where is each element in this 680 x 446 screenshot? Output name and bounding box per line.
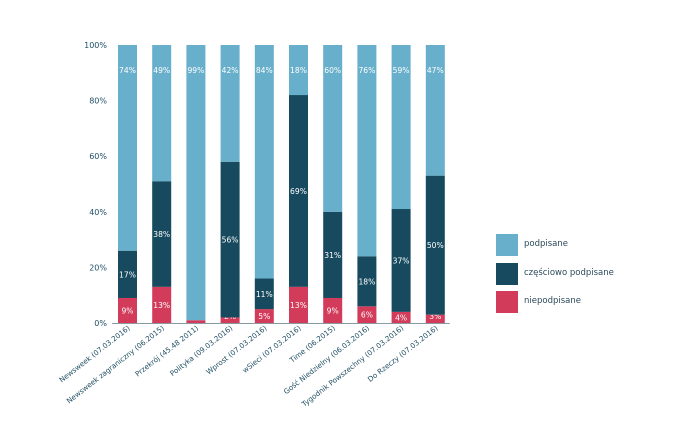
- x-tick-label: wSieci (07.03.2016): [241, 323, 303, 374]
- y-tick-label: 100%: [84, 41, 107, 50]
- legend-label-niepodpisane: niepodpisane: [524, 296, 581, 306]
- data-label: 50%: [427, 241, 444, 250]
- data-label: 56%: [222, 236, 239, 245]
- legend-item-niepodpisane: niepodpisane: [496, 291, 676, 321]
- bar-segment-podpisane: [254, 45, 274, 279]
- bar-segment-podpisane: [425, 45, 445, 176]
- data-label: 38%: [153, 230, 170, 239]
- legend-label-czesciowo-podpisane: częściowo podpisane: [524, 268, 614, 278]
- data-label: 99%: [187, 66, 204, 75]
- y-tick-label: 40%: [89, 208, 107, 217]
- data-label: 42%: [222, 66, 239, 75]
- bar-segment-niepodpisane: [391, 311, 411, 323]
- bar-segment-podpisane: [152, 45, 172, 182]
- legend-swatch-czesciowo-podpisane: [496, 263, 518, 285]
- data-label: 5%: [258, 312, 270, 321]
- bar-segment-częściowo-podpisane: [118, 250, 137, 298]
- bar-segment-niepodpisane: [220, 317, 240, 323]
- data-label: 49%: [153, 66, 170, 75]
- x-tick-label: Wprost (07.03.2016): [204, 323, 268, 376]
- y-tick-label: 80%: [89, 97, 107, 106]
- data-label: 18%: [290, 66, 307, 75]
- bar-segment-podpisane: [118, 45, 137, 251]
- bar-segment-niepodpisane: [152, 286, 172, 323]
- data-label: 18%: [358, 277, 375, 286]
- bar-segment-podpisane: [220, 45, 240, 162]
- legend-item-czesciowo-podpisane: częściowo podpisane: [496, 263, 676, 293]
- data-label: 17%: [119, 270, 136, 279]
- bar-segment-niepodpisane: [186, 320, 206, 323]
- bar-segment-częściowo-podpisane: [425, 175, 445, 315]
- x-tick-label: Polityka (09.03.2016): [168, 323, 234, 378]
- data-label: 59%: [393, 66, 410, 75]
- bar-segment-częściowo-podpisane: [391, 209, 411, 312]
- data-label: 31%: [324, 251, 341, 260]
- data-label: 13%: [290, 301, 307, 310]
- data-label: 84%: [256, 66, 273, 75]
- bar-segment-częściowo-podpisane: [323, 211, 343, 298]
- bar-segment-częściowo-podpisane: [289, 95, 308, 287]
- bar-segment-podpisane: [391, 45, 411, 210]
- bar-segment-częściowo-podpisane: [220, 161, 240, 318]
- data-label: 74%: [119, 66, 136, 75]
- x-tick-label: Przekrój (45.48 2011): [133, 323, 200, 378]
- data-label: 60%: [324, 66, 341, 75]
- legend-item-podpisane: podpisane: [496, 234, 676, 264]
- bar-segment-częściowo-podpisane: [357, 256, 377, 307]
- data-label: 37%: [393, 256, 410, 265]
- legend-swatch-podpisane: [496, 234, 518, 256]
- data-label: 9%: [327, 306, 339, 315]
- bar-segment-częściowo-podpisane: [152, 181, 172, 287]
- legend-label-podpisane: podpisane: [524, 239, 569, 249]
- y-tick-label: 60%: [89, 152, 107, 161]
- data-label: 76%: [358, 66, 375, 75]
- legend-swatch-niepodpisane: [496, 291, 518, 313]
- bar-segment-niepodpisane: [118, 297, 137, 323]
- bar-segment-podpisane: [357, 45, 377, 257]
- bar-segment-niepodpisane: [289, 286, 308, 323]
- bar-segment-niepodpisane: [323, 297, 343, 323]
- data-label: 13%: [153, 301, 170, 310]
- data-label: 4%: [395, 313, 407, 322]
- bar-segment-niepodpisane: [357, 306, 377, 323]
- data-label: 47%: [427, 66, 444, 75]
- bar-segment-podpisane: [323, 45, 343, 212]
- data-label: 3%: [429, 312, 441, 321]
- data-label: 6%: [361, 311, 373, 320]
- data-label: 11%: [256, 290, 273, 299]
- y-tick-label: 20%: [89, 263, 107, 272]
- bar-segment-podpisane: [289, 45, 308, 96]
- bar-segment-częściowo-podpisane: [254, 278, 274, 310]
- data-label: 9%: [121, 306, 133, 315]
- data-label: 69%: [290, 187, 307, 196]
- bar-segment-niepodpisane: [254, 309, 274, 323]
- bar-segment-niepodpisane: [425, 314, 445, 323]
- y-tick-label: 0%: [94, 319, 107, 328]
- bar-segment-podpisane: [186, 45, 206, 321]
